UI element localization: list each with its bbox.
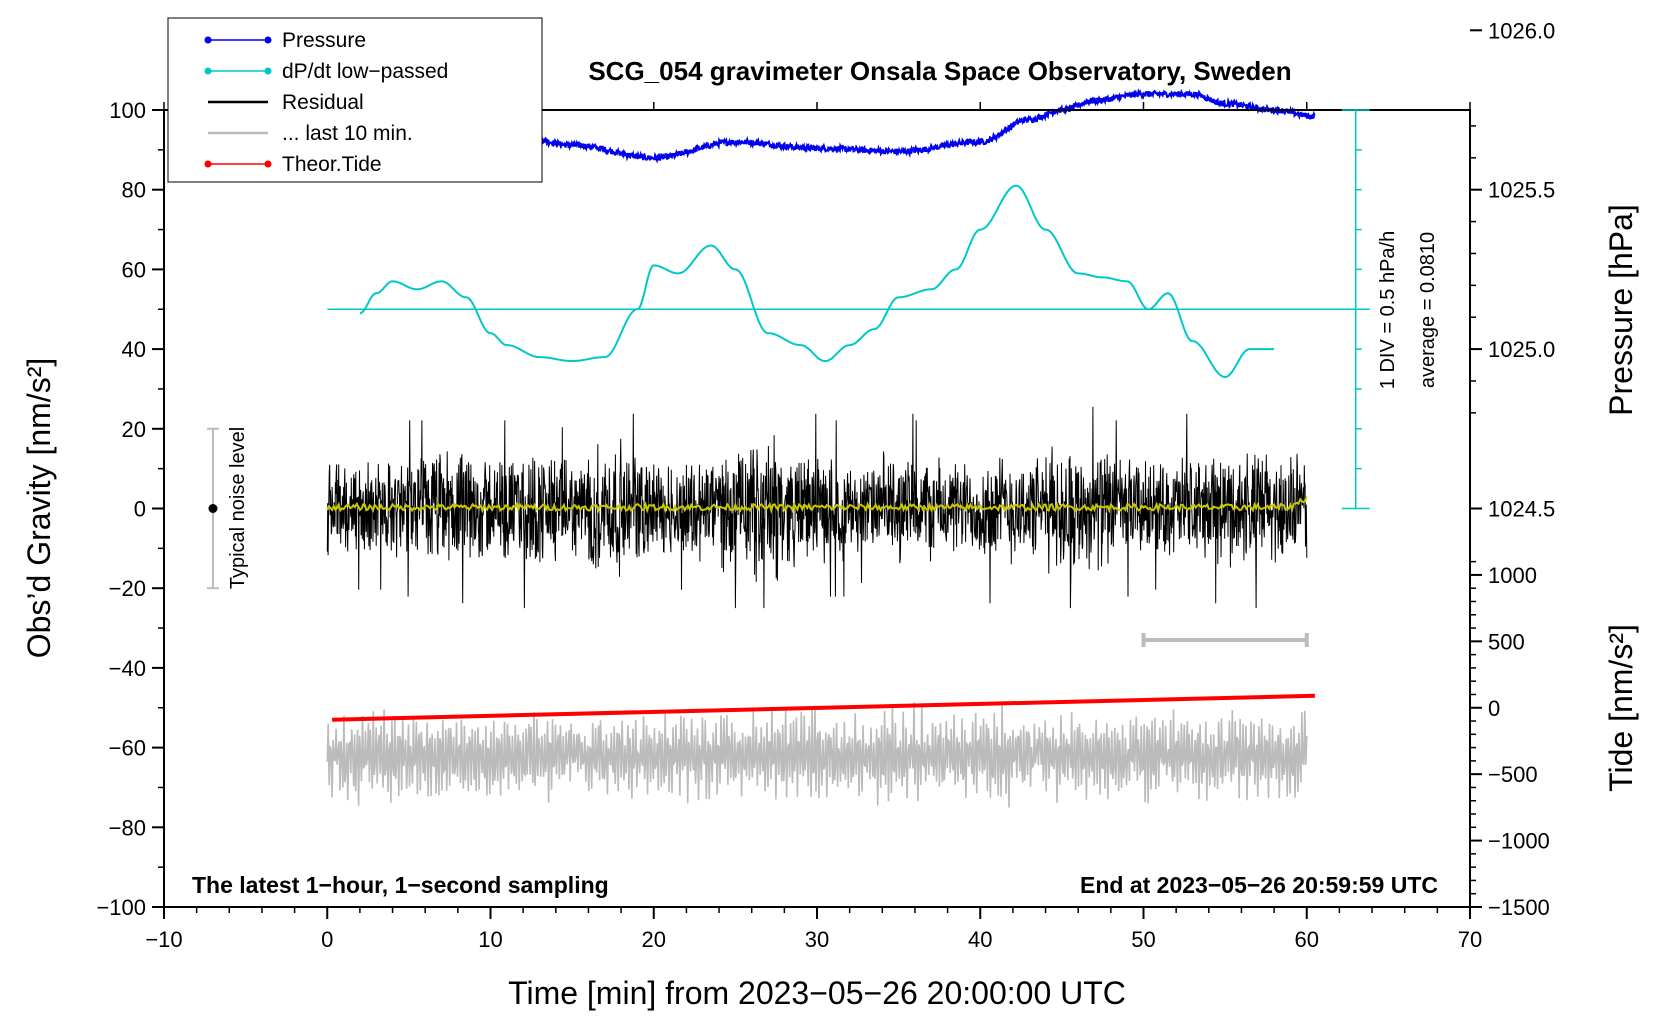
x-tick-label: 70 bbox=[1458, 927, 1482, 952]
axes-layer: −10 0 10 20 30 40 50 60 70−100−80−60−40−20020406… bbox=[96, 18, 1555, 952]
y-tick-label-left: −80 bbox=[109, 815, 146, 840]
dpdt-line bbox=[359, 184, 1275, 379]
y-axis-label-left: Obs’d Gravity [nm/s²] bbox=[21, 358, 57, 659]
y-tick-label-left: −20 bbox=[109, 576, 146, 601]
y-tick-label-tide: 500 bbox=[1488, 629, 1525, 654]
x-tick-label: 60 bbox=[1295, 927, 1319, 952]
x-tick-label: 50 bbox=[1131, 927, 1155, 952]
legend-box bbox=[167, 17, 543, 183]
legend-label: Residual bbox=[282, 91, 364, 114]
y-axis-label-pressure: Pressure [hPa] bbox=[1603, 204, 1639, 416]
y-tick-label-left: 100 bbox=[109, 98, 146, 123]
tide-line bbox=[332, 693, 1315, 722]
y-tick-label-left: 20 bbox=[122, 417, 146, 442]
y-tick-label-tide: −500 bbox=[1488, 762, 1538, 787]
last-10-min-line bbox=[326, 702, 1308, 808]
y-tick-label-left: 60 bbox=[122, 257, 146, 282]
x-tick-label: 0 bbox=[321, 927, 333, 952]
legend: Pressure dP/dt low−passed Residual ... last… bbox=[167, 17, 543, 183]
dpdt-div-label: 1 DIV = 0.5 hPa/h bbox=[1377, 231, 1399, 389]
chart-title: SCG_054 gravimeter Onsala Space Observat… bbox=[588, 56, 1291, 86]
y-axis-label-tide: Tide [nm/s²] bbox=[1603, 624, 1639, 792]
y-tick-label-pressure: 1026.0 bbox=[1488, 18, 1555, 43]
noise-bar-center-dot bbox=[208, 504, 218, 513]
legend-label: dP/dt low−passed bbox=[282, 60, 448, 83]
y-tick-label-left: 0 bbox=[134, 497, 146, 522]
y-tick-label-left: −60 bbox=[109, 736, 146, 761]
y-tick-label-left: −100 bbox=[96, 895, 146, 920]
x-axis-label: Time [min] from 2023−05−26 20:00:00 UTC bbox=[508, 975, 1126, 1011]
residual-smoothed-line bbox=[326, 496, 1308, 515]
legend-marker bbox=[204, 36, 212, 44]
legend-marker bbox=[204, 160, 212, 168]
x-tick-label: 20 bbox=[642, 927, 666, 952]
y-tick-label-left: −40 bbox=[109, 656, 146, 681]
x-tick-label: 40 bbox=[968, 927, 992, 952]
residual-line bbox=[326, 406, 1308, 609]
legend-label: Pressure bbox=[282, 29, 366, 52]
legend-label: ... last 10 min. bbox=[282, 122, 413, 145]
y-tick-label-pressure: 1025.0 bbox=[1488, 337, 1555, 362]
noise-level-label: Typical noise level bbox=[227, 427, 249, 589]
y-tick-label-tide: 1000 bbox=[1488, 563, 1537, 588]
legend-marker bbox=[204, 67, 212, 75]
legend-entries: Pressure dP/dt low−passed Residual ... last… bbox=[204, 29, 448, 176]
legend-marker bbox=[264, 67, 272, 75]
legend-marker bbox=[264, 36, 272, 44]
footer-end-time-label: End at 2023−05−26 20:59:59 UTC bbox=[1080, 872, 1438, 898]
y-tick-label-left: 80 bbox=[122, 178, 146, 203]
legend-label: Theor.Tide bbox=[282, 153, 382, 176]
x-tick-label: 30 bbox=[805, 927, 829, 952]
dpdt-average-label: average = 0.0810 bbox=[1417, 232, 1439, 388]
y-tick-label-tide: −1500 bbox=[1488, 895, 1550, 920]
y-tick-label-pressure: 1024.5 bbox=[1488, 497, 1555, 522]
y-tick-label-tide: 0 bbox=[1488, 696, 1500, 721]
legend-marker bbox=[264, 160, 272, 168]
footer-sampling-label: The latest 1−hour, 1−second sampling bbox=[192, 872, 609, 898]
y-tick-label-left: 40 bbox=[122, 337, 146, 362]
y-tick-label-tide: −1000 bbox=[1488, 829, 1550, 854]
x-tick-label: 10 bbox=[478, 927, 502, 952]
x-tick-label: −10 bbox=[145, 927, 182, 952]
y-tick-label-pressure: 1025.5 bbox=[1488, 178, 1555, 203]
